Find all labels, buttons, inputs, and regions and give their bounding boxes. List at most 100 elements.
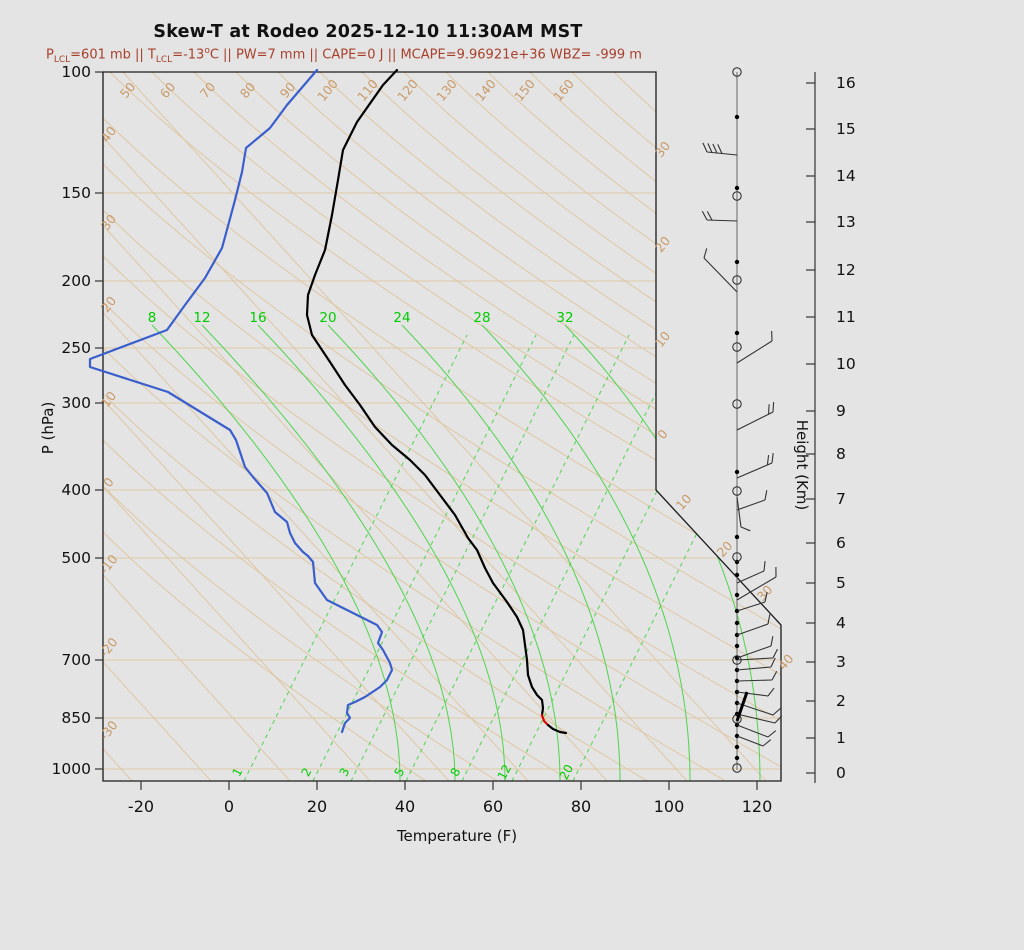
dry-adiabat-line	[103, 485, 781, 781]
axis-tick-label: 100	[61, 63, 91, 81]
wind-barb-feather	[767, 687, 775, 697]
wind-barb-shaft	[736, 601, 766, 612]
wind-level-dot	[734, 643, 740, 649]
dry-adiabat-line	[151, 72, 781, 661]
wind-level-dot	[734, 755, 740, 761]
wind-barb-feather	[764, 592, 768, 603]
axis-tick-label: 80	[571, 797, 591, 816]
dry-adiabat-line	[103, 439, 781, 781]
mixing-ratio-line	[405, 334, 630, 781]
axis-tick-label: 120	[742, 797, 773, 816]
moist-adiabat-label: 8	[148, 310, 157, 326]
wind-level-dot	[734, 592, 740, 598]
subtitle-seg: P	[46, 47, 54, 63]
wind-barb-shaft	[736, 570, 765, 584]
dry-adiabat-line	[277, 72, 781, 661]
chart-title: Skew-T at Rodeo 2025-12-10 11:30AM MST	[153, 22, 583, 42]
mixing-ratio-label: 1	[229, 765, 245, 778]
axis-tick-label: 500	[61, 549, 91, 567]
wind-barb-shaft	[736, 713, 776, 724]
axis-tick-label: 2	[836, 692, 846, 710]
axis-tick-label: 15	[836, 120, 856, 138]
dry-adiabat-line	[361, 72, 781, 661]
axis-tick-label: 700	[61, 651, 91, 669]
mixing-ratio-line	[243, 334, 468, 781]
axis-tick-label: -20	[128, 797, 154, 816]
plot-frame	[102, 71, 782, 782]
pressure-axis-title: P (hPa)	[39, 401, 57, 455]
grid-label: 40	[775, 651, 797, 673]
mixing-ratio-line	[511, 334, 736, 781]
moist-adiabat-line	[481, 324, 691, 781]
wind-barb-feather	[706, 211, 713, 221]
moist-adiabat-line	[257, 324, 506, 781]
axis-tick-label: 300	[61, 394, 91, 412]
axis-tick-label: 20	[307, 797, 327, 816]
isotherm-line	[103, 72, 371, 781]
moist-adiabat-label: 32	[556, 310, 573, 326]
wind-level-dot	[734, 534, 740, 540]
wind-barb-shaft	[736, 462, 773, 479]
wind-barb-shaft	[736, 496, 742, 528]
grid-label: 40	[98, 123, 120, 145]
wind-level-dot	[734, 572, 740, 578]
moist-adiabat-line	[327, 324, 561, 781]
dry-adiabat-line	[655, 341, 781, 781]
grid-label: 160	[550, 76, 577, 104]
axis-tick-label: 9	[836, 402, 846, 420]
axis-tick-label: 11	[836, 308, 856, 326]
dry-adiabat-line	[571, 72, 781, 661]
dry-adiabat-line	[103, 209, 781, 781]
axis-tick-label: 6	[836, 534, 846, 552]
dry-adiabat-line	[103, 347, 781, 781]
wind-barb-shaft	[706, 219, 738, 222]
wind-barb-feather	[772, 401, 775, 413]
axis-tick-label: 16	[836, 74, 856, 92]
temperature-curve	[305, 68, 545, 717]
wind-barb-shaft	[736, 623, 769, 636]
wind-barb-feather	[702, 142, 708, 153]
temperature-curve-tail	[546, 723, 568, 735]
wind-level-dot	[734, 259, 740, 265]
wind-barb-shaft	[736, 724, 769, 738]
mixing-ratio-line	[461, 334, 686, 781]
wind-barb-feather	[770, 657, 776, 668]
axis-tick-label: 100	[654, 797, 685, 816]
grid-label: 30	[754, 582, 776, 604]
grid-label: 30	[98, 211, 120, 233]
dry-adiabat-line	[529, 72, 781, 661]
mixing-ratio-line	[312, 334, 537, 781]
axis-tick-label: 8	[836, 445, 846, 463]
wind-barb-feather	[764, 490, 768, 501]
axis-tick-label: 1000	[52, 760, 91, 778]
wind-barb-feather	[762, 739, 772, 747]
axis-tick-label: 250	[61, 339, 91, 357]
wind-barb-feather	[707, 143, 713, 153]
axis-tick-label: 12	[836, 261, 856, 279]
dry-adiabat-line	[103, 393, 781, 781]
wind-level-dot	[734, 114, 740, 120]
mixing-ratio-label: 3	[336, 765, 352, 778]
mixing-ratio-label: 20	[557, 762, 577, 782]
axis-tick-label: 400	[61, 481, 91, 499]
wind-level-circle	[732, 191, 742, 201]
wind-level-dot	[734, 620, 740, 626]
wind-level-circle	[732, 763, 742, 773]
sounding-curves	[88, 68, 568, 735]
plot-border	[102, 71, 782, 782]
subtitle-sub-lcl: LCL	[53, 54, 71, 65]
grid-label: -20	[96, 635, 120, 660]
green-line-labels: 8 12 16 20 24 28 321 2 3 5 8 12 20	[148, 310, 577, 782]
height-axis-title: Height (Km)	[793, 419, 811, 511]
wind-barb-shaft	[736, 576, 777, 601]
grid-line-labels: 50 60 70 80 90 100 110 120 130 140 150 160403020100…	[96, 76, 796, 743]
wind-barb-feather	[772, 648, 779, 659]
axis-tick-label: 14	[836, 167, 856, 185]
wind-barb-feather	[701, 210, 708, 221]
mixing-ratio-line	[572, 334, 781, 781]
wind-barb-shaft	[703, 257, 738, 293]
isotherm-line	[122, 72, 767, 781]
wind-barb-feather	[772, 707, 781, 716]
